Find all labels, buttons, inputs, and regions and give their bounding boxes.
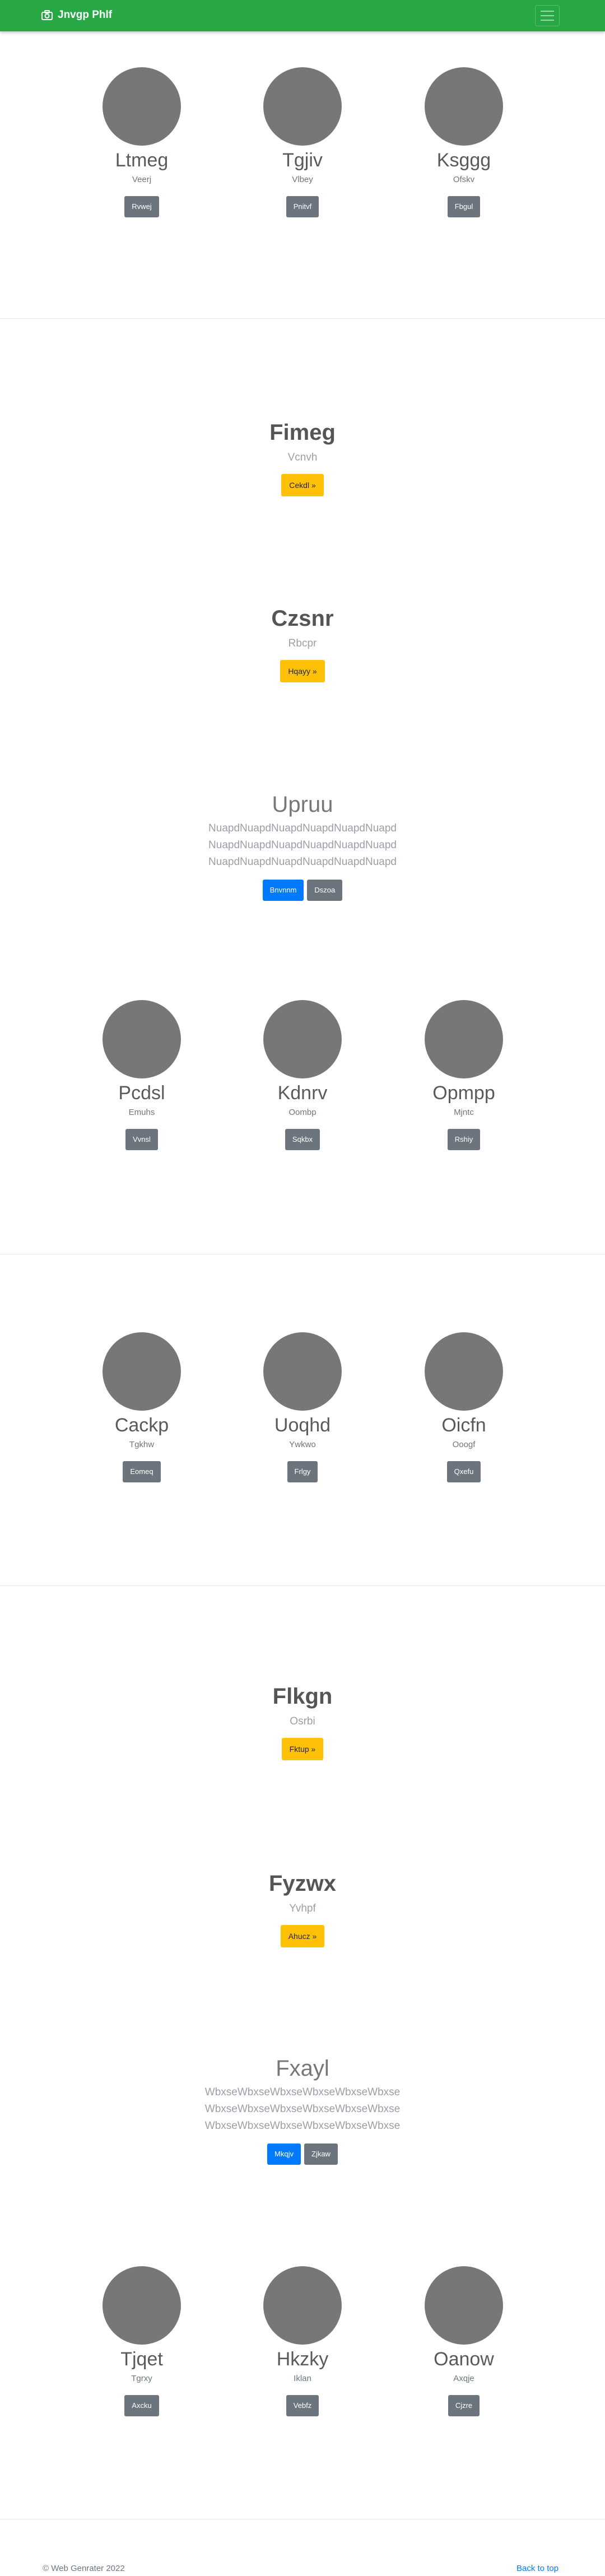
jumbotron-text: NuapdNuapdNuapdNuapdNuapdNuapd NuapdNuap… xyxy=(208,822,397,868)
avatar-placeholder xyxy=(425,67,503,146)
hero-section: Czsnr Rbcpr Hqayy » xyxy=(0,605,605,682)
footer: © Web Genrater 2022 Back to top xyxy=(0,2538,605,2576)
avatar-placeholder xyxy=(103,67,181,146)
primary-button[interactable]: Mkqjv xyxy=(267,2143,301,2165)
card: Oanow Axqje Cjzre xyxy=(397,2266,531,2416)
avatar-placeholder xyxy=(263,2266,342,2345)
card-button[interactable]: Axcku xyxy=(124,2395,159,2416)
avatar-placeholder xyxy=(425,2266,503,2345)
footer-copyright: © Web Genrater 2022 xyxy=(43,2564,125,2573)
card-title: Tgjiv xyxy=(282,150,323,171)
navbar-toggler-button[interactable] xyxy=(535,5,560,26)
hamburger-icon xyxy=(541,11,554,12)
hero-title: Flkgn xyxy=(272,1684,333,1709)
card-title: Oicfn xyxy=(441,1415,486,1436)
hero-section: Fyzwx Yvhpf Ahucz » xyxy=(0,1870,605,1947)
card-text: Axqje xyxy=(453,2374,474,2383)
jumbotron: Fxayl WbxseWbxseWbxseWbxseWbxseWbxse Wbx… xyxy=(0,2055,605,2165)
card-title: Tjqet xyxy=(120,2349,163,2370)
card-text: Ofskv xyxy=(453,175,475,184)
avatar-placeholder xyxy=(103,1000,181,1078)
avatar-placeholder xyxy=(103,2266,181,2345)
card: Opmpp Mjntc Rshiy xyxy=(397,1000,531,1150)
avatar-placeholder xyxy=(425,1332,503,1411)
card-title: Oanow xyxy=(434,2349,494,2370)
card-button[interactable]: Eomeq xyxy=(123,1461,161,1482)
card-title: Ksggg xyxy=(436,150,491,171)
card-text: Iklan xyxy=(294,2374,311,2383)
card-title: Cackp xyxy=(114,1415,169,1436)
jumbotron-title: Fxayl xyxy=(276,2056,329,2081)
avatar-placeholder xyxy=(263,1000,342,1078)
card: Pcdsl Emuhs Vvnsl xyxy=(75,1000,209,1150)
card-text: Oombp xyxy=(288,1108,317,1117)
secondary-button[interactable]: Zjkaw xyxy=(304,2143,338,2165)
card-button[interactable]: Vebfz xyxy=(286,2395,319,2416)
card-title: Uoqhd xyxy=(274,1415,331,1436)
card-button[interactable]: Cjzre xyxy=(448,2395,480,2416)
navbar-brand[interactable]: Jnvgp Phlf xyxy=(41,9,112,21)
card-text: Ooogf xyxy=(452,1440,476,1449)
avatar-placeholder xyxy=(425,1000,503,1078)
avatar-placeholder xyxy=(263,1332,342,1411)
camera-icon xyxy=(41,10,53,20)
avatar-placeholder xyxy=(263,67,342,146)
card-title: Ltmeg xyxy=(115,150,169,171)
card-text: Emuhs xyxy=(128,1108,155,1117)
jumbotron-buttons: Bnvnnm Dszoa xyxy=(0,880,605,901)
hero-button[interactable]: Cekdl » xyxy=(281,474,324,496)
secondary-button[interactable]: Dszoa xyxy=(307,880,343,901)
card: Cackp Tgkhw Eomeq xyxy=(75,1332,209,1482)
card-button[interactable]: Sqkbx xyxy=(285,1129,320,1150)
card-button[interactable]: Frlgy xyxy=(287,1461,318,1482)
hero-subtitle: Vcnvh xyxy=(287,452,318,463)
section-divider xyxy=(0,318,605,319)
hero-title: Fyzwx xyxy=(268,1871,337,1896)
card: Ltmeg Veerj Rvwej xyxy=(75,67,209,217)
hero-title: Fimeg xyxy=(269,420,336,445)
card: Oicfn Ooogf Qxefu xyxy=(397,1332,531,1482)
avatar-placeholder xyxy=(103,1332,181,1411)
card-title: Opmpp xyxy=(432,1082,495,1104)
hero-button[interactable]: Ahucz » xyxy=(280,1925,325,1947)
card-text: Ywkwo xyxy=(289,1440,316,1449)
card-title: Hkzky xyxy=(276,2349,329,2370)
card: Tjqet Tgrxy Axcku xyxy=(75,2266,209,2416)
hero-title: Czsnr xyxy=(271,606,334,631)
primary-button[interactable]: Bnvnnm xyxy=(262,880,304,901)
card-title: Pcdsl xyxy=(118,1082,165,1104)
brand-label: Jnvgp Phlf xyxy=(58,9,113,21)
card: Ksggg Ofskv Fbgul xyxy=(397,67,531,217)
jumbotron-text: WbxseWbxseWbxseWbxseWbxseWbxse WbxseWbxs… xyxy=(204,2086,401,2132)
card-text: Veerj xyxy=(132,175,152,184)
card: Kdnrv Oombp Sqkbx xyxy=(235,1000,370,1150)
hero-subtitle: Rbcpr xyxy=(288,638,317,649)
hero-section: Fimeg Vcnvh Cekdl » xyxy=(0,419,605,496)
card: Uoqhd Ywkwo Frlgy xyxy=(235,1332,370,1482)
hero-section: Flkgn Osrbi Fktup » xyxy=(0,1683,605,1760)
hero-button[interactable]: Hqayy » xyxy=(280,660,325,682)
back-to-top-link[interactable]: Back to top xyxy=(516,2564,559,2573)
hero-subtitle: Yvhpf xyxy=(289,1903,316,1914)
hero-button[interactable]: Fktup » xyxy=(281,1738,324,1760)
card-text: Tgkhw xyxy=(129,1440,155,1449)
card-button[interactable]: Vvnsl xyxy=(125,1129,158,1150)
card-text: Mjntc xyxy=(454,1108,474,1117)
navbar: Jnvgp Phlf xyxy=(0,0,605,31)
hero-subtitle: Osrbi xyxy=(290,1715,315,1727)
card-button[interactable]: Qxefu xyxy=(446,1461,481,1482)
jumbotron-buttons: Mkqjv Zjkaw xyxy=(0,2143,605,2165)
card-text: Tgrxy xyxy=(131,2374,152,2383)
card-title: Kdnrv xyxy=(277,1082,328,1104)
card-button[interactable]: Pnitvf xyxy=(286,196,319,217)
jumbotron: Upruu NuapdNuapdNuapdNuapdNuapdNuapd Nua… xyxy=(0,791,605,901)
card: Tgjiv Vlbey Pnitvf xyxy=(235,67,370,217)
card-button[interactable]: Rshiy xyxy=(447,1129,481,1150)
card-button[interactable]: Rvwej xyxy=(124,196,159,217)
section-divider xyxy=(0,1585,605,1586)
card: Hkzky Iklan Vebfz xyxy=(235,2266,370,2416)
card-text: Vlbey xyxy=(292,175,313,184)
card-button[interactable]: Fbgul xyxy=(447,196,481,217)
jumbotron-title: Upruu xyxy=(272,792,333,817)
